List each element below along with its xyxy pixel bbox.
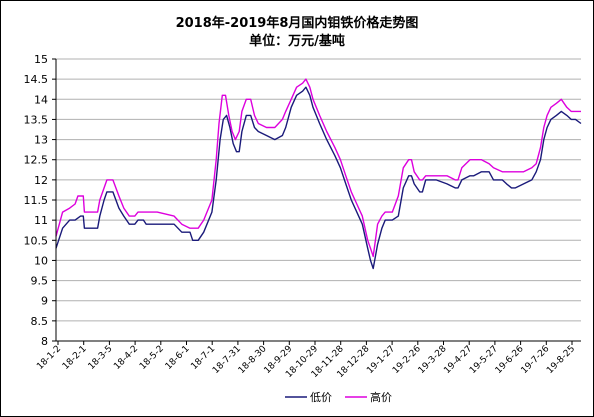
y-tick-label: 13	[34, 134, 48, 147]
series-lines	[55, 78, 582, 270]
y-tick-label: 15	[34, 53, 48, 66]
y-tick-label: 10.5	[24, 234, 49, 247]
x-tick-label: 18-3-5	[87, 344, 115, 372]
y-tick-label: 12	[34, 174, 48, 187]
chart-subtitle: 单位：万元/基吨	[249, 34, 345, 49]
series-line-high	[55, 78, 581, 258]
legend-label-high: 高价	[370, 390, 392, 404]
x-tick-label: 18-2-1	[61, 344, 89, 372]
legend-label-low: 低价	[310, 391, 332, 404]
legend: 低价 高价	[285, 390, 392, 404]
x-tick-label: 18-5-2	[138, 344, 166, 372]
grid-lines	[56, 58, 581, 322]
y-tick-label: 9.5	[31, 275, 49, 288]
y-tick-label: 8.5	[31, 315, 49, 328]
y-tick-label: 11	[34, 214, 48, 227]
x-tick-label: 18-1-2	[35, 344, 63, 372]
series-line-low	[55, 86, 582, 270]
y-tick-label: 9	[41, 295, 48, 308]
y-tick-label: 13.5	[24, 113, 49, 126]
chart-title: 2018年-2019年8月国内钼铁价格走势图	[175, 16, 419, 31]
x-tick-label: 18-4-2	[112, 344, 140, 372]
y-tick-label: 14.5	[24, 73, 49, 86]
y-tick-label: 12.5	[24, 154, 49, 167]
y-tick-label: 14	[34, 93, 48, 106]
y-tick-label: 8	[41, 335, 48, 348]
y-tick-label: 11.5	[24, 194, 49, 207]
y-tick-label: 10	[34, 254, 48, 267]
x-axis-ticks: 18-1-218-2-118-3-518-4-218-5-218-6-118-7…	[35, 341, 577, 380]
x-tick-label: 19-8-25	[545, 344, 577, 376]
x-tick-label: 18-6-1	[164, 344, 192, 372]
axes	[55, 59, 581, 342]
y-axis-ticks: 8 8.5 9 9.5 10 10.5 11 11.5 12 12.5 13 13.5 14 14.5 15	[24, 53, 56, 348]
